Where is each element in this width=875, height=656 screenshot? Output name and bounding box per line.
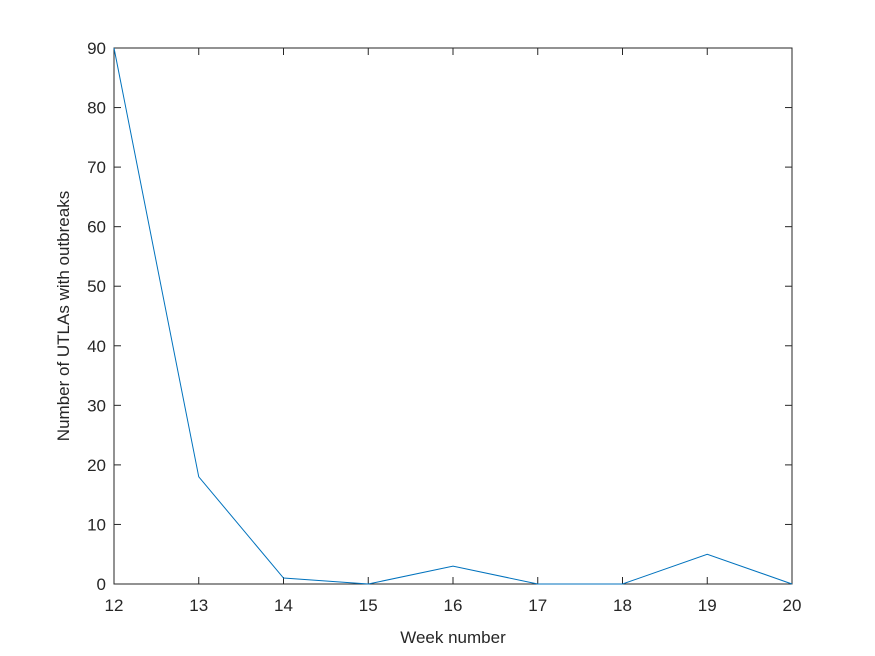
y-tick-label: 10 — [87, 515, 106, 534]
x-tick-label: 18 — [613, 596, 632, 615]
y-tick-label: 70 — [87, 158, 106, 177]
x-axis-label: Week number — [400, 628, 506, 647]
y-tick-label: 80 — [87, 99, 106, 118]
x-tick-label: 16 — [444, 596, 463, 615]
y-tick-label: 30 — [87, 396, 106, 415]
x-tick-label: 12 — [105, 596, 124, 615]
data-line — [113, 47, 793, 585]
y-tick-label: 20 — [87, 456, 106, 475]
x-tick-label: 13 — [189, 596, 208, 615]
x-tick-label: 20 — [783, 596, 802, 615]
y-axis-label: Number of UTLAs with outbreaks — [54, 191, 73, 441]
y-tick-label: 60 — [87, 218, 106, 237]
y-tick-label: 0 — [97, 575, 106, 594]
x-tick-label: 14 — [274, 596, 293, 615]
y-tick-label: 40 — [87, 337, 106, 356]
x-tick-label: 19 — [698, 596, 717, 615]
y-tick-label: 50 — [87, 277, 106, 296]
x-tick-label: 17 — [528, 596, 547, 615]
y-tick-label: 90 — [87, 39, 106, 58]
x-tick-label: 15 — [359, 596, 378, 615]
